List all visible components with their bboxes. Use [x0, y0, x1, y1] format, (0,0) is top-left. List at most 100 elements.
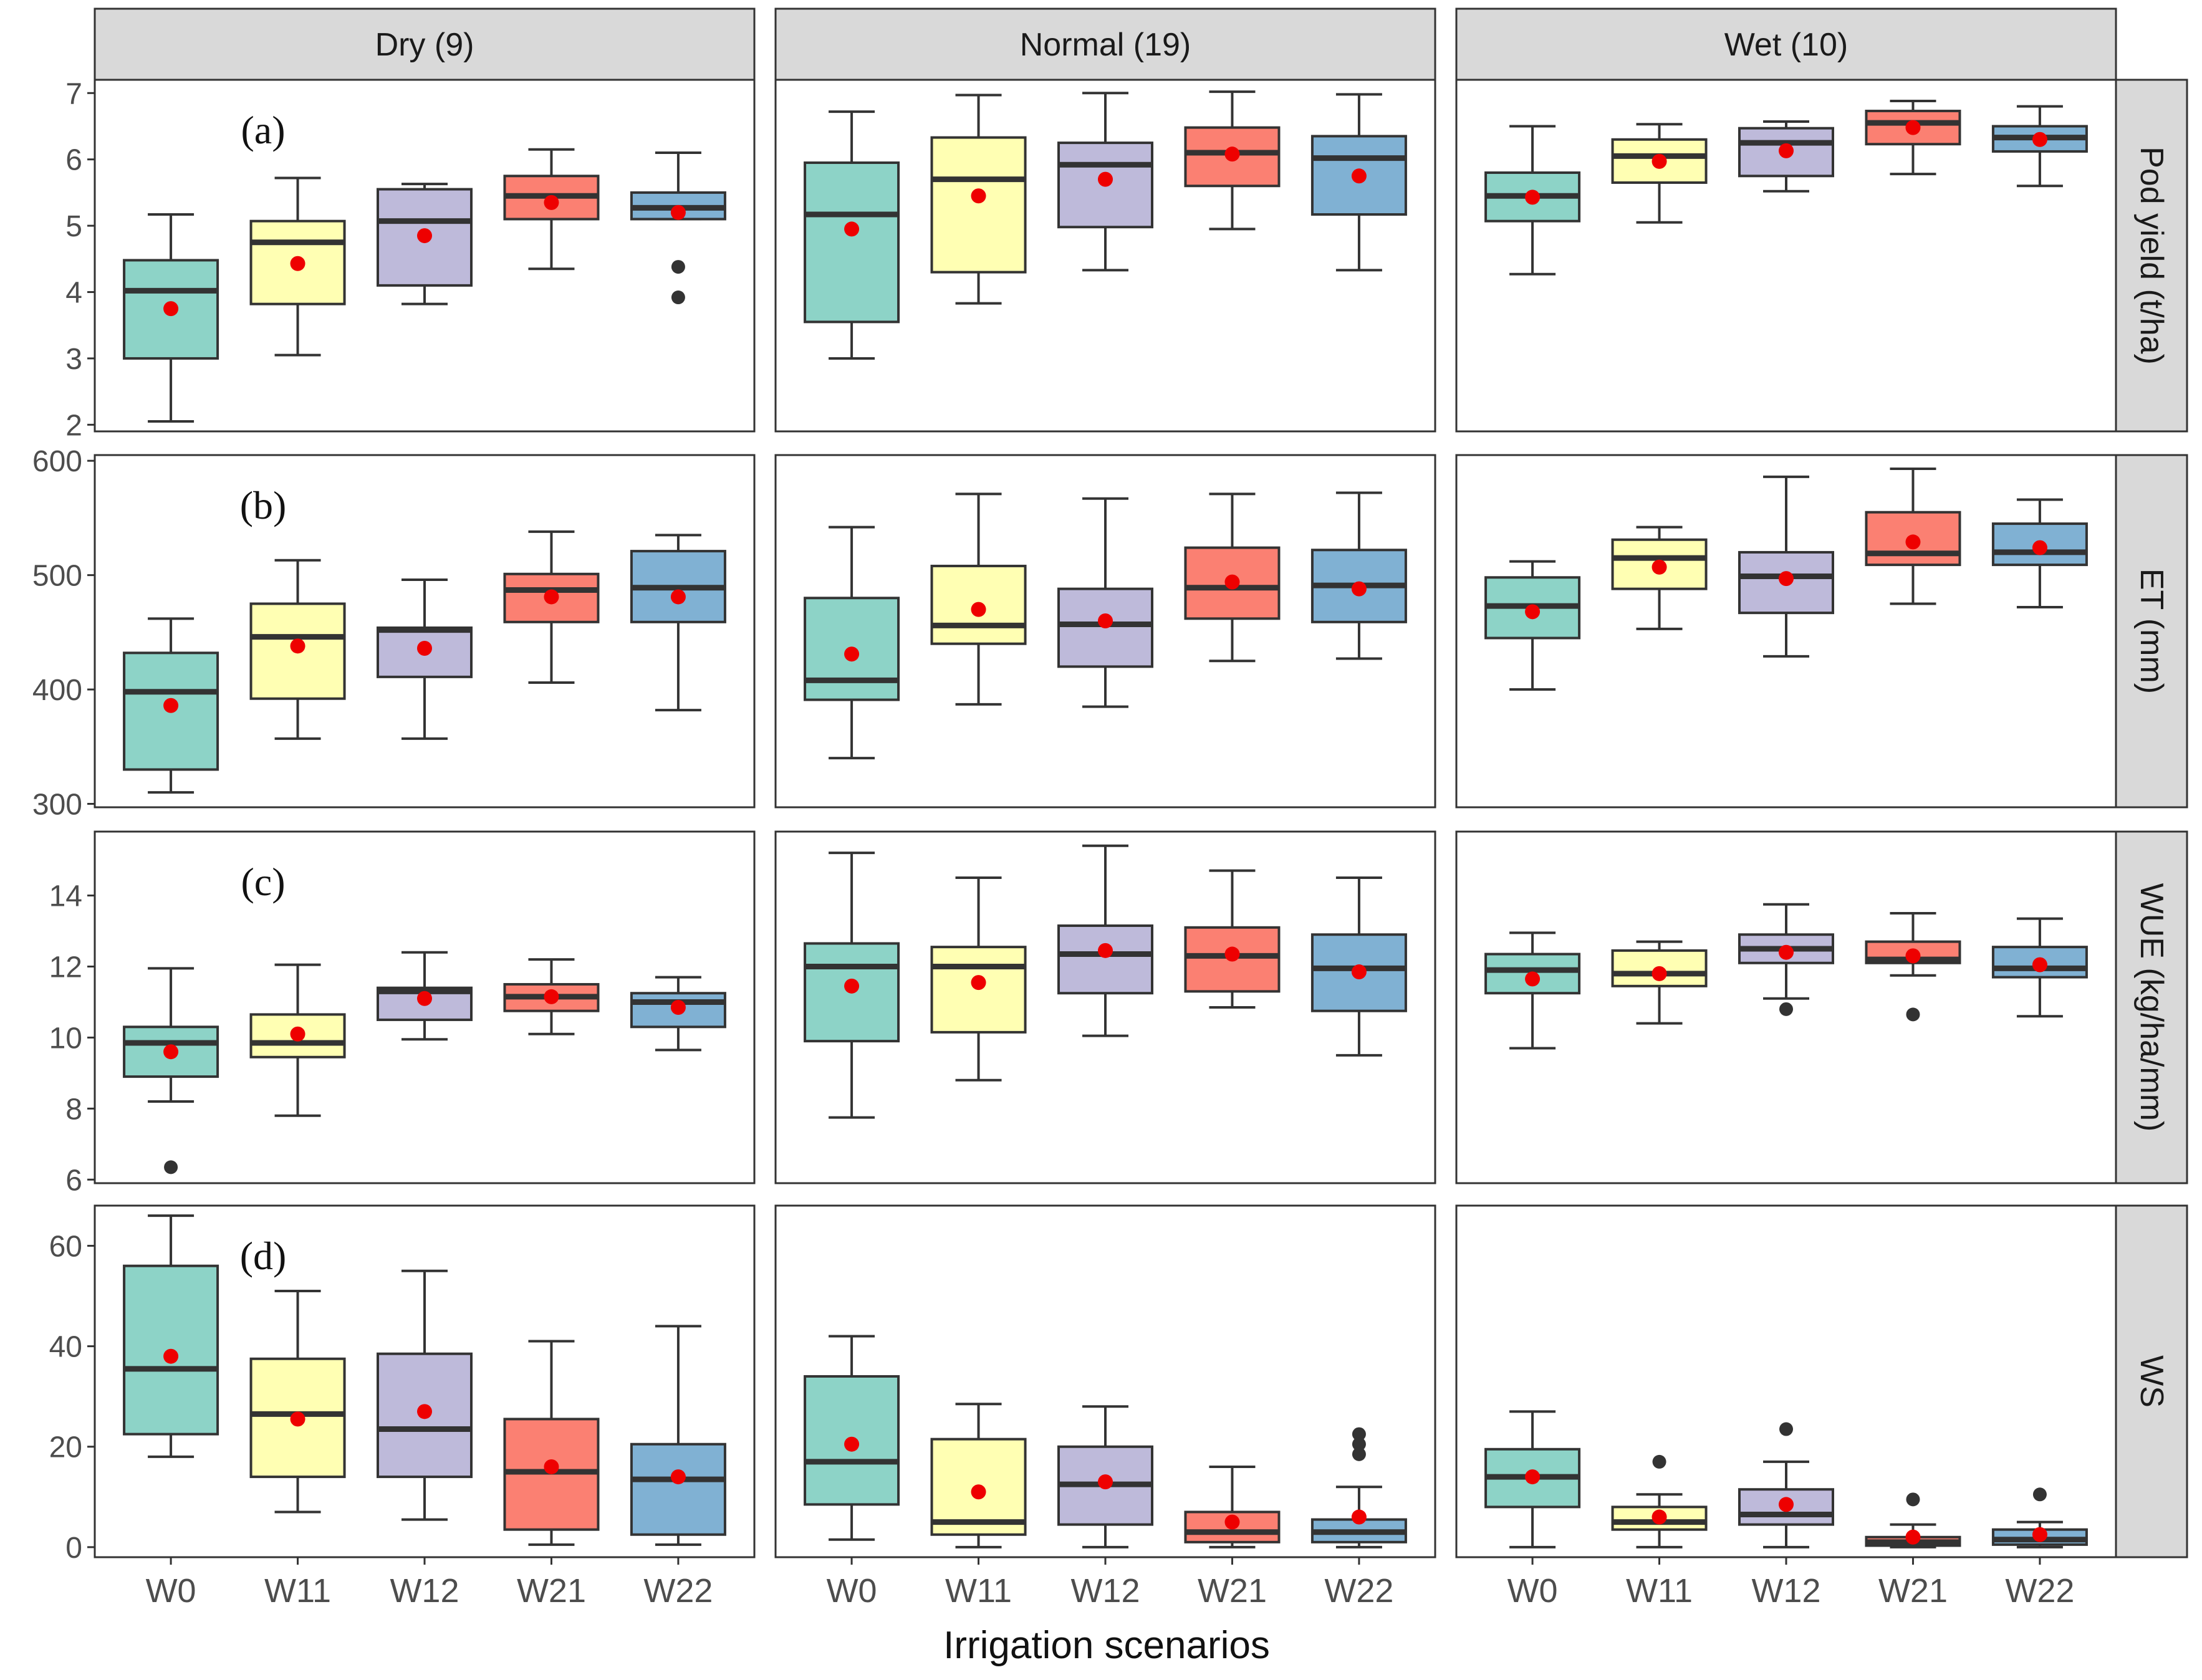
box-iqr	[630, 1442, 726, 1536]
box-W11	[1611, 123, 1708, 224]
mean-point	[1652, 1509, 1667, 1525]
outlier-point	[671, 290, 685, 305]
mean-point	[1098, 1474, 1113, 1490]
box-W11	[1611, 1454, 1708, 1548]
facet-panel	[1455, 1204, 2117, 1558]
mean-point	[844, 978, 860, 994]
box-W0	[123, 617, 219, 794]
box-W12	[377, 183, 473, 305]
box-W22	[630, 976, 726, 1052]
panel-label: (d)	[240, 1234, 287, 1278]
box-W11	[930, 876, 1027, 1082]
box-W0	[804, 526, 900, 760]
mean-point	[1224, 946, 1240, 962]
box-W12	[377, 1269, 473, 1521]
mean-point	[290, 256, 305, 271]
box-W0	[1484, 560, 1581, 691]
mean-point	[1098, 943, 1113, 958]
row-strip-label: ET (mm)	[2133, 569, 2170, 694]
x-tick-label: W11	[1626, 1572, 1693, 1610]
mean-point	[1652, 966, 1667, 981]
mean-point	[670, 589, 686, 605]
mean-point	[1779, 571, 1794, 587]
box-W11	[1611, 526, 1708, 630]
box-iqr	[804, 161, 900, 324]
box-W22	[630, 1325, 726, 1546]
box-W12	[1738, 120, 1834, 193]
column-strip	[774, 7, 1436, 81]
y-tick-label: 7	[65, 77, 82, 110]
x-tick-label: W21	[1198, 1572, 1267, 1610]
mean-point	[417, 641, 432, 656]
mean-point	[544, 1459, 559, 1474]
x-tick-label: W12	[1070, 1572, 1140, 1610]
mean-point	[971, 602, 986, 617]
box-W22	[1310, 93, 1407, 272]
box-W11	[249, 1289, 346, 1514]
mean-point	[971, 188, 986, 204]
y-tick-label: 6	[65, 144, 82, 177]
box-iqr	[1611, 138, 1708, 184]
box-W21	[1184, 90, 1281, 231]
x-tick-label: W12	[390, 1572, 459, 1610]
row-strip	[2115, 79, 2188, 433]
facet-panel	[774, 830, 1436, 1184]
y-tick-label: 6	[65, 1164, 82, 1197]
outlier-point	[1352, 1437, 1366, 1451]
outlier-point	[1652, 1454, 1666, 1469]
box-W22	[1991, 498, 2088, 608]
box-W12	[377, 578, 473, 740]
mean-point	[2032, 1527, 2047, 1542]
x-tick-label: W22	[2005, 1572, 2074, 1610]
box-iqr	[377, 188, 473, 287]
box-W12	[1057, 844, 1153, 1037]
box-W22	[1991, 105, 2088, 188]
box-W0	[123, 213, 219, 423]
mean-point	[163, 301, 179, 317]
box-W0	[804, 852, 900, 1119]
mean-point	[1652, 153, 1667, 169]
row-strip-label: Pod yield (t/ha)	[2133, 146, 2170, 365]
facet-panel	[1455, 79, 2117, 433]
box-W12	[377, 951, 473, 1041]
mean-point	[670, 1469, 686, 1485]
outlier-point	[1906, 1007, 1920, 1022]
mean-point	[1351, 168, 1367, 184]
y-tick-label: 5	[65, 210, 82, 243]
mean-point	[971, 1484, 986, 1500]
box-W0	[1484, 1410, 1581, 1548]
box-W11	[249, 963, 346, 1117]
box-W12	[1057, 92, 1153, 272]
box-W21	[1865, 468, 1961, 605]
row-strip	[2115, 1204, 2188, 1558]
y-tick-label: 400	[32, 674, 82, 707]
mean-point	[1351, 1509, 1367, 1525]
facet-panel: (c)	[94, 830, 756, 1184]
mean-point	[1351, 581, 1367, 597]
mean-point	[417, 228, 432, 244]
mean-point	[844, 221, 860, 237]
panel-label: (b)	[240, 483, 287, 527]
mean-point	[1098, 171, 1113, 187]
box-W21	[1865, 912, 1961, 1022]
box-W22	[1991, 917, 2088, 1018]
mean-point	[1525, 1469, 1541, 1485]
x-tick-label: W22	[1324, 1572, 1393, 1610]
mean-point	[163, 1044, 179, 1060]
y-tick-label: 60	[49, 1230, 82, 1263]
y-tick-label: 10	[49, 1022, 82, 1055]
box-W12	[1738, 475, 1834, 658]
facet-panel	[1455, 830, 2117, 1184]
box-W22	[1991, 1487, 2088, 1548]
mean-point	[1905, 948, 1921, 964]
mean-point	[163, 698, 179, 713]
y-tick-label: 2	[65, 409, 82, 442]
box-W22	[1310, 491, 1407, 660]
outlier-point	[1352, 1427, 1366, 1441]
y-tick-label: 12	[49, 951, 82, 984]
mean-point	[544, 194, 559, 210]
y-tick-label: 8	[65, 1093, 82, 1126]
box-W21	[1865, 1492, 1961, 1548]
column-strip	[94, 7, 756, 81]
box-W11	[930, 492, 1027, 706]
